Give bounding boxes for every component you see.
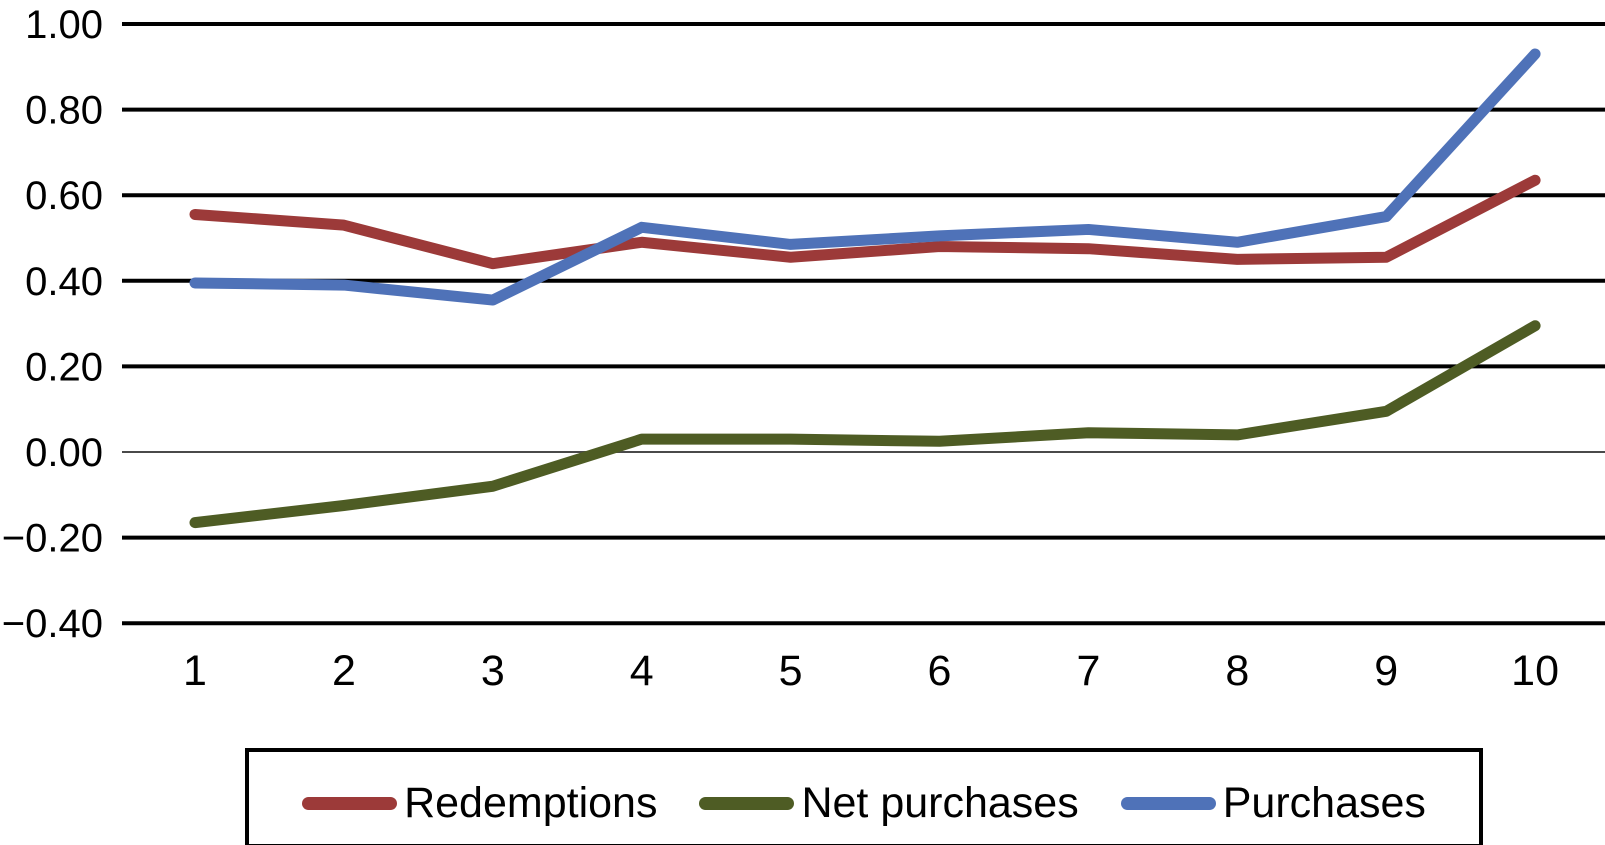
legend-label-redemptions: Redemptions — [404, 778, 658, 827]
x-tick-label: 9 — [1374, 647, 1398, 695]
legend-label-net-purchases: Net purchases — [801, 778, 1079, 827]
purchases-line-swatch — [1120, 796, 1216, 810]
y-tick-label: 0.60 — [25, 174, 103, 218]
x-tick-label: 7 — [1076, 647, 1100, 695]
x-tick-label: 8 — [1225, 647, 1249, 695]
x-tick-label: 6 — [928, 647, 952, 695]
y-tick-label: 0.40 — [25, 260, 103, 304]
series-line-net-purchases — [189, 320, 1541, 529]
legend-label-purchases: Purchases — [1222, 778, 1426, 827]
legend-entry-purchases: Purchases — [1120, 778, 1426, 827]
series-line-redemptions — [189, 174, 1541, 270]
legend-entry-net-purchases: Net purchases — [699, 778, 1079, 827]
x-tick-label: 1 — [183, 647, 207, 695]
y-tick-label: 0.80 — [25, 89, 103, 133]
x-tick-label: 3 — [481, 647, 505, 695]
y-tick-label: 0.00 — [25, 431, 103, 475]
legend: Redemptions Net purchases Purchases — [245, 748, 1483, 845]
x-tick-label: 4 — [630, 647, 654, 695]
y-tick-label: 1.00 — [25, 3, 103, 47]
net-purchases-line-swatch — [699, 796, 795, 810]
series-line-purchases — [189, 48, 1541, 306]
y-tick-label: 0.20 — [25, 345, 103, 389]
x-tick-label: 10 — [1511, 647, 1559, 695]
x-tick-label: 2 — [332, 647, 356, 695]
y-tick-label: −0.20 — [2, 517, 103, 561]
y-tick-label: −0.40 — [2, 602, 103, 646]
x-tick-label: 5 — [779, 647, 803, 695]
legend-entry-redemptions: Redemptions — [302, 778, 658, 827]
redemptions-line-swatch — [302, 796, 398, 810]
